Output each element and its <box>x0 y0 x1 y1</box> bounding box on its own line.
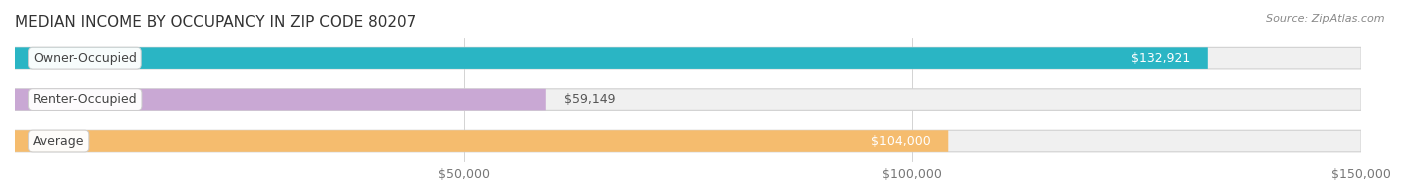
FancyBboxPatch shape <box>15 130 1361 152</box>
FancyBboxPatch shape <box>15 47 1208 69</box>
Text: Renter-Occupied: Renter-Occupied <box>32 93 138 106</box>
Text: MEDIAN INCOME BY OCCUPANCY IN ZIP CODE 80207: MEDIAN INCOME BY OCCUPANCY IN ZIP CODE 8… <box>15 15 416 30</box>
Text: $132,921: $132,921 <box>1130 52 1189 65</box>
FancyBboxPatch shape <box>15 89 1361 110</box>
Text: Owner-Occupied: Owner-Occupied <box>32 52 136 65</box>
FancyBboxPatch shape <box>15 130 948 152</box>
FancyBboxPatch shape <box>15 47 1361 69</box>
FancyBboxPatch shape <box>15 89 546 110</box>
Text: $104,000: $104,000 <box>870 134 931 148</box>
Text: Average: Average <box>32 134 84 148</box>
Text: $59,149: $59,149 <box>564 93 616 106</box>
Text: Source: ZipAtlas.com: Source: ZipAtlas.com <box>1267 14 1385 24</box>
